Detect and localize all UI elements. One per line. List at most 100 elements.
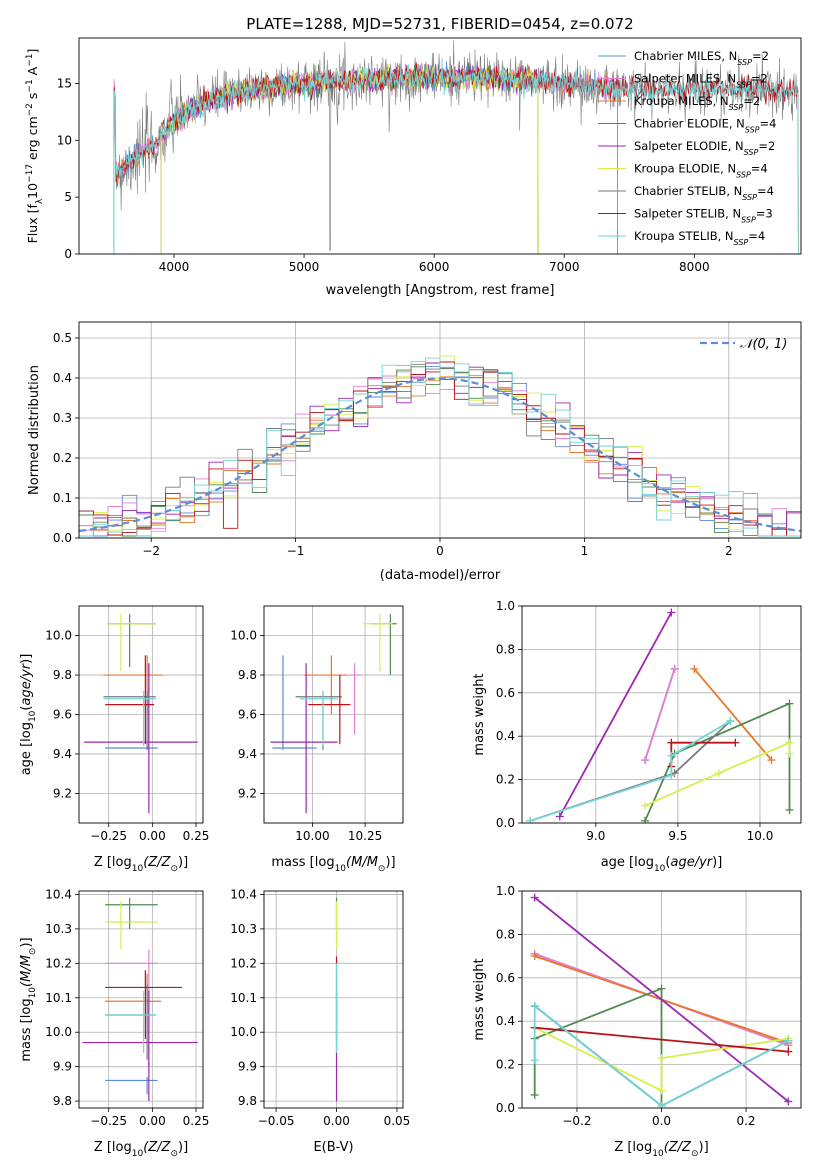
- weight-line-salpeter_elodie: [534, 896, 789, 1103]
- legend-entry: Salpeter ELODIE, NSSP=2: [634, 139, 775, 157]
- xlabel-label: E(B-V): [313, 1140, 353, 1155]
- y-tick-label: 0.4: [496, 729, 515, 743]
- weight-vs-age-panel: 9.0 9.5 10.0 0.0 0.2 0.4 0.6 0.8 1.0 age [log10(a…: [472, 599, 802, 874]
- normal-curve: [79, 377, 801, 533]
- y-tick-label: 1.0: [496, 599, 515, 613]
- ylabel-label: age [log10(age/yr)]: [19, 654, 38, 776]
- axes-frame: [263, 890, 404, 1109]
- y-tick-label: 1.0: [496, 884, 515, 898]
- legend-entry: Chabrier MILES, NSSP=2: [634, 49, 769, 67]
- x-tick-label: 0.00: [323, 1114, 350, 1128]
- y-tick-label: 0: [64, 247, 72, 261]
- legend-entry: Salpeter STELIB, NSSP=3: [634, 207, 773, 225]
- x-tick-label: 10.25: [348, 829, 382, 843]
- y-tick-label: 10.0: [230, 1025, 257, 1039]
- y-tick-label: 10.2: [230, 956, 257, 970]
- age-vs-Z-plot-area: [84, 613, 198, 814]
- y-tick-label: 0.0: [496, 816, 515, 830]
- y-tick-label: 0.6: [496, 686, 515, 700]
- weight-vs-Z-plot-area: [530, 893, 793, 1108]
- x-tick-label: 9.0: [586, 829, 605, 843]
- y-axis-label: mass weight: [472, 673, 487, 755]
- y-axis-label: Normed distribution: [27, 365, 42, 495]
- weight-line-kroupa_miles: [693, 668, 773, 761]
- y-axis-label: Flux [fλ10−17 erg cm−2 s−1 A−1]: [25, 49, 45, 244]
- y-tick-label: 9.2: [238, 786, 257, 800]
- axes-frame: [521, 605, 802, 824]
- weight-vs-Z-panel: −0.2 0.0 0.2 0.0 0.2 0.4 0.6 0.8 1.0 Z [log10(Z/Z…: [472, 884, 802, 1159]
- age-vs-mass-panel: 10.00 10.25 9.2 9.4 9.6 9.8 10.0 mass [log10(M/…: [230, 605, 404, 874]
- x-tick-label: 6000: [419, 260, 450, 274]
- y-tick-label: 10.2: [45, 956, 72, 970]
- axes-frame: [78, 890, 204, 1109]
- x-tick-label: 0.25: [183, 829, 210, 843]
- x-tick-label: 0.2: [736, 1114, 755, 1128]
- x-tick-label: 4000: [159, 260, 190, 274]
- mass-vs-ebv-panel: −0.05 0.00 0.05 9.8 9.9 10.0 10.1 10.2 10.3 10.4 E…: [230, 887, 410, 1155]
- y-tick-label: 0.8: [496, 642, 515, 656]
- x-tick-label: 0.05: [384, 1114, 411, 1128]
- y-tick-label: 10.3: [230, 922, 257, 936]
- x-tick-label: −0.2: [562, 1114, 591, 1128]
- y-tick-label: 0.1: [53, 491, 72, 505]
- x-tick-label: −0.25: [90, 829, 127, 843]
- x-tick-label: −0.25: [90, 1114, 127, 1128]
- weight-line-kroupa_stelib: [533, 1005, 789, 1107]
- y-tick-label: 0.2: [496, 1058, 515, 1072]
- x-axis-label: wavelength [Angstrom, rest frame]: [326, 283, 555, 298]
- x-tick-label: 10.0: [747, 829, 774, 843]
- x-tick-label: 0.00: [139, 829, 166, 843]
- y-tick-label: 0.3: [53, 411, 72, 425]
- y-tick-label: 5: [64, 190, 72, 204]
- y-tick-label: 10.4: [45, 887, 72, 901]
- x-tick-label: 0.0: [652, 1114, 671, 1128]
- y-tick-label: 10.1: [45, 991, 72, 1005]
- x-tick-label: 10.00: [295, 829, 329, 843]
- x-tick-label: 5000: [289, 260, 320, 274]
- xlabel-label: Z [log10(Z/Z⊙)]: [94, 1140, 188, 1159]
- x-tick-label: 0.25: [183, 1114, 210, 1128]
- weight-line-chabrier_elodie: [533, 987, 663, 1107]
- x-tick-label: 2: [725, 544, 733, 558]
- legend-entry: Kroupa STELIB, NSSP=4: [634, 229, 765, 247]
- x-tick-label: 7000: [549, 260, 580, 274]
- y-tick-label: 0.4: [53, 371, 72, 385]
- weight-line-kroupa_elodie: [644, 741, 791, 807]
- y-tick-label: 15: [57, 76, 72, 90]
- y-tick-label: 0.2: [53, 451, 72, 465]
- xlabel-label: Z [log10(Z/Z⊙)]: [94, 855, 188, 874]
- x-tick-label: −1: [287, 544, 305, 558]
- age-vs-Z-panel: −0.25 0.00 0.25 9.2 9.4 9.6 9.8 10.0 Z [log10(Z/…: [19, 605, 210, 874]
- y-tick-label: 0.2: [496, 773, 515, 787]
- x-tick-label: 1: [581, 544, 589, 558]
- y-tick-label: 10: [57, 133, 72, 147]
- x-tick-label: −0.05: [258, 1114, 295, 1128]
- y-tick-label: 9.9: [238, 1060, 257, 1074]
- weight-line-salpeter_miles: [644, 668, 676, 761]
- y-tick-label: 10.0: [45, 1025, 72, 1039]
- x-axis-label: (data-model)/error: [380, 568, 501, 583]
- weight-line-salpeter_stelib: [534, 1026, 789, 1053]
- axes-frame: [78, 37, 802, 255]
- y-tick-label: 0.6: [496, 971, 515, 985]
- legend-entry: Kroupa ELODIE, NSSP=4: [634, 162, 768, 180]
- y-tick-label: 10.1: [230, 991, 257, 1005]
- legend-entry: Kroupa MILES, NSSP=2: [634, 94, 760, 112]
- y-tick-label: 9.4: [238, 747, 257, 761]
- x-tick-label: 8000: [679, 260, 710, 274]
- y-axis-label: mass weight: [472, 958, 487, 1040]
- legend-entry: Chabrier STELIB, NSSP=4: [634, 184, 774, 202]
- residual-hist-plot-area: [79, 355, 801, 538]
- model-spectrum-salpeter_stelib: [113, 62, 799, 254]
- legend-entry: Salpeter MILES, NSSP=2: [634, 72, 768, 90]
- y-tick-label: 0.0: [496, 1101, 515, 1115]
- residual-hist-panel: −2 −1 0 1 2 0.0 0.1 0.2 0.3 0.4 0.5 𝒩(0, 1) (data-mo…: [27, 321, 802, 583]
- y-tick-label: 9.6: [53, 708, 72, 722]
- age-vs-mass-plot-area: [270, 613, 397, 814]
- y-tick-label: 9.8: [238, 668, 257, 682]
- y-tick-label: 9.8: [238, 1094, 257, 1108]
- y-tick-label: 0.0: [53, 531, 72, 545]
- spectrum-plot-area: [113, 39, 799, 254]
- x-tick-label: 9.5: [668, 829, 687, 843]
